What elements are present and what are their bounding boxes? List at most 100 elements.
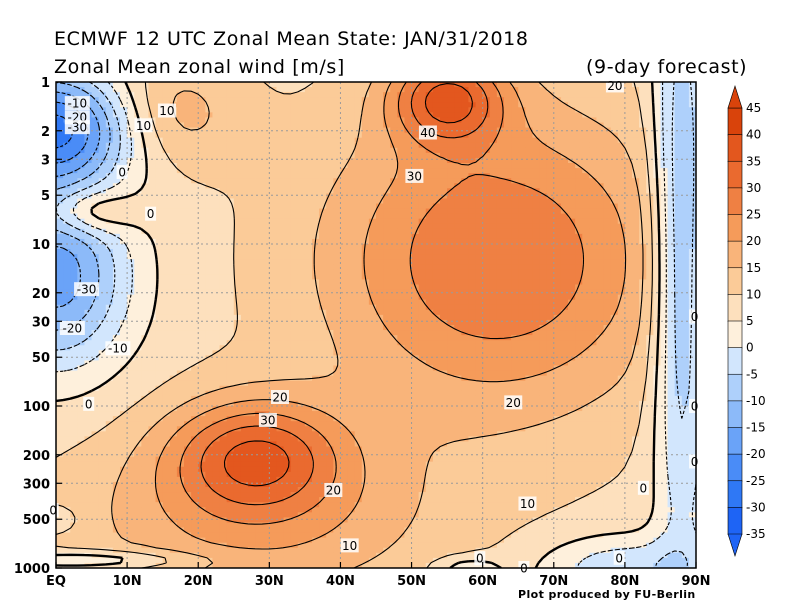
field-cell <box>624 112 633 119</box>
field-cell <box>84 188 93 194</box>
field-cell <box>418 350 427 356</box>
forecast-label: (9-day forecast) <box>586 56 748 78</box>
field-cell <box>105 117 114 124</box>
field-cell <box>226 345 235 351</box>
field-cell <box>226 264 235 270</box>
field-cell <box>269 294 278 301</box>
field-cell <box>560 350 569 356</box>
field-cell <box>475 173 484 179</box>
field-cell <box>333 87 342 93</box>
field-cell <box>639 168 647 174</box>
field-cell <box>191 340 199 346</box>
field-cell <box>525 87 534 93</box>
field-cell <box>198 157 206 164</box>
field-cell <box>347 163 356 169</box>
field-cell <box>653 122 662 129</box>
field-cell <box>184 340 192 346</box>
field-cell <box>411 198 420 205</box>
field-cell <box>610 92 619 98</box>
field-cell <box>681 319 690 326</box>
field-cell <box>176 198 185 205</box>
field-cell <box>312 188 320 194</box>
field-cell <box>461 82 470 88</box>
field-cell <box>568 193 576 200</box>
field-cell <box>248 319 256 326</box>
field-cell <box>219 299 228 306</box>
field-cell <box>326 340 334 346</box>
field-cell <box>461 228 470 235</box>
field-cell <box>333 137 342 144</box>
field-cell <box>418 112 427 119</box>
field-cell <box>639 208 647 215</box>
field-cell <box>262 198 270 205</box>
field-cell <box>233 183 242 189</box>
field-cell <box>141 163 150 169</box>
field-cell <box>198 249 206 255</box>
field-cell <box>560 157 569 164</box>
field-cell <box>660 102 669 108</box>
field-cell <box>546 142 555 149</box>
field-cell <box>191 132 199 139</box>
field-cell <box>347 117 356 124</box>
field-cell <box>560 309 569 316</box>
field-cell <box>63 183 71 189</box>
field-cell <box>105 279 114 286</box>
field-cell <box>546 107 555 113</box>
field-cell <box>411 340 420 346</box>
field-cell <box>660 304 669 311</box>
field-cell <box>56 264 64 270</box>
field-cell <box>255 345 263 351</box>
field-cell <box>304 213 313 220</box>
field-cell <box>169 82 178 88</box>
field-cell <box>290 314 299 321</box>
field-cell <box>312 244 320 250</box>
field-cell <box>383 223 391 230</box>
field-cell <box>418 107 427 113</box>
field-cell <box>134 198 142 205</box>
field-cell <box>326 137 334 144</box>
field-cell <box>639 309 647 316</box>
field-cell <box>560 152 569 159</box>
field-cell <box>589 213 598 220</box>
field-cell <box>255 279 263 286</box>
field-cell <box>560 355 569 362</box>
field-cell <box>326 213 334 220</box>
field-cell <box>425 92 434 98</box>
field-cell <box>383 314 391 321</box>
field-cell <box>603 107 612 113</box>
field-cell <box>511 228 519 235</box>
field-cell <box>84 294 93 301</box>
field-cell <box>568 269 576 275</box>
field-cell <box>667 218 676 225</box>
field-cell <box>98 97 107 103</box>
field-cell <box>226 97 235 103</box>
field-cell <box>148 233 157 240</box>
field-cell <box>212 142 221 149</box>
field-cell <box>98 360 107 367</box>
field-cell <box>575 102 583 108</box>
field-cell <box>333 132 342 139</box>
field-cell <box>105 82 114 88</box>
field-cell <box>233 340 242 346</box>
field-cell <box>127 350 135 356</box>
field-cell <box>56 168 64 174</box>
field-cell <box>397 178 406 184</box>
field-cell <box>276 360 285 367</box>
field-cell <box>340 142 349 149</box>
field-cell <box>404 314 413 321</box>
field-cell <box>425 309 434 316</box>
field-cell <box>610 188 619 194</box>
field-cell <box>681 132 690 139</box>
field-cell <box>112 304 121 311</box>
field-cell <box>240 142 249 149</box>
field-cell <box>447 279 455 286</box>
field-cell <box>340 244 349 250</box>
field-cell <box>660 299 669 306</box>
field-cell <box>624 319 633 326</box>
field-cell <box>112 112 121 119</box>
field-cell <box>639 147 647 154</box>
field-cell <box>674 345 683 351</box>
field-cell <box>482 238 491 245</box>
field-cell <box>255 314 263 321</box>
field-cell <box>290 335 299 341</box>
